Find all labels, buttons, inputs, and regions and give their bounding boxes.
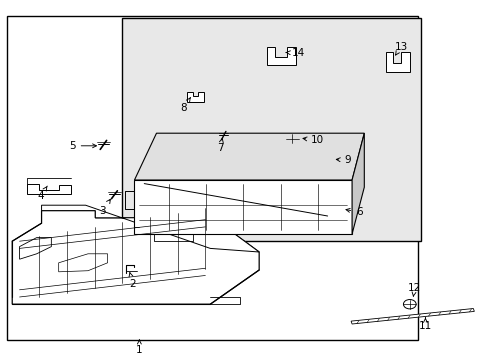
Text: 5: 5 bbox=[69, 141, 96, 151]
Polygon shape bbox=[41, 205, 259, 252]
Polygon shape bbox=[12, 211, 259, 304]
Text: 11: 11 bbox=[418, 318, 431, 331]
Text: 3: 3 bbox=[99, 199, 110, 216]
Text: 10: 10 bbox=[303, 135, 324, 145]
Bar bbox=[333, 212, 340, 217]
Text: 8: 8 bbox=[180, 98, 190, 113]
Text: 4: 4 bbox=[37, 186, 47, 201]
Text: 7: 7 bbox=[216, 139, 223, 153]
Text: 12: 12 bbox=[407, 283, 421, 296]
Bar bbox=[122, 18, 420, 241]
Polygon shape bbox=[266, 47, 295, 65]
Circle shape bbox=[324, 157, 332, 163]
Text: 1: 1 bbox=[136, 339, 142, 355]
Text: 2: 2 bbox=[129, 273, 136, 289]
Bar bbox=[329, 208, 345, 220]
Polygon shape bbox=[27, 184, 71, 194]
Circle shape bbox=[292, 157, 301, 163]
Polygon shape bbox=[20, 238, 51, 259]
Polygon shape bbox=[297, 157, 327, 163]
Polygon shape bbox=[351, 133, 364, 234]
Polygon shape bbox=[134, 180, 351, 234]
Polygon shape bbox=[186, 92, 204, 102]
Polygon shape bbox=[350, 309, 473, 324]
Text: 9: 9 bbox=[336, 155, 350, 165]
Bar bbox=[7, 16, 417, 340]
Text: 13: 13 bbox=[393, 42, 407, 55]
Polygon shape bbox=[386, 52, 409, 72]
Circle shape bbox=[285, 134, 298, 143]
Polygon shape bbox=[156, 133, 364, 187]
Circle shape bbox=[403, 300, 415, 309]
Polygon shape bbox=[134, 133, 364, 180]
Text: 14: 14 bbox=[285, 48, 305, 58]
Text: 6: 6 bbox=[346, 207, 362, 217]
